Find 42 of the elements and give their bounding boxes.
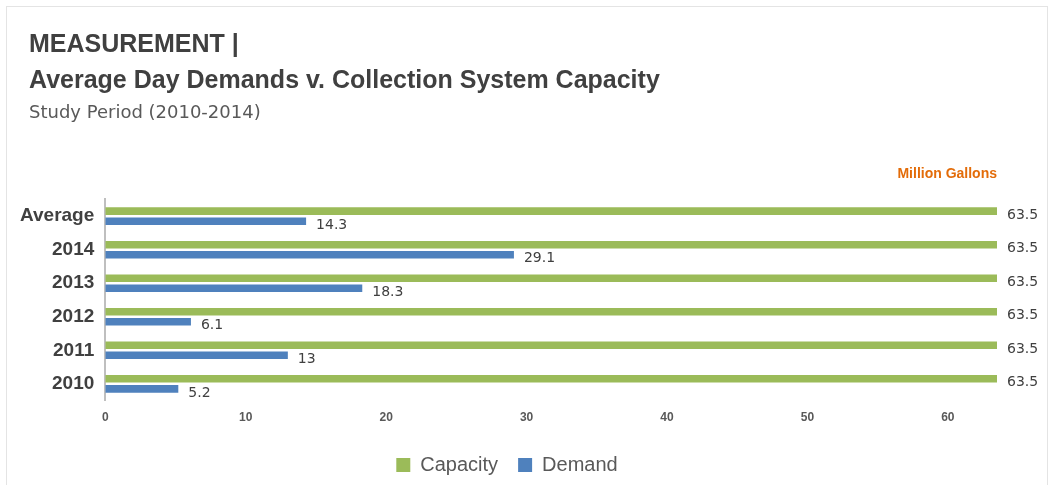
bar: [105, 375, 997, 383]
legend-label: Capacity: [420, 452, 499, 475]
y-tick-label: 2013: [52, 271, 95, 293]
data-label: 63.5: [1007, 306, 1039, 323]
data-label: 13: [297, 349, 316, 366]
y-tick-label: 2012: [52, 305, 95, 326]
data-label: 29.1: [523, 249, 556, 266]
bar: [105, 351, 288, 360]
bar: [105, 207, 997, 215]
data-label: 63.5: [1007, 373, 1039, 390]
bar: [105, 250, 514, 259]
bar: [105, 307, 997, 316]
y-tick-label: 2014: [52, 237, 95, 259]
data-label: 63.5: [1007, 205, 1039, 222]
bar: [105, 341, 997, 350]
y-tick-label: Average: [19, 204, 95, 226]
bar: [105, 274, 997, 282]
x-axis-title: Million Gallons: [897, 165, 997, 181]
x-tick-label: 10: [239, 410, 253, 425]
data-label: 18.3: [372, 282, 404, 299]
chart-subtitle: Study Period (2010-2014): [29, 101, 261, 122]
chart-title: MEASUREMENT | Average Day Demands v. Collection System Capacity: [29, 28, 660, 95]
x-tick-label: 0: [101, 410, 109, 425]
x-tick-label: 30: [519, 410, 534, 425]
x-tick-label: 40: [660, 410, 674, 425]
legend-label: Demand: [542, 452, 618, 475]
bar: [105, 385, 179, 393]
bar: [105, 217, 307, 225]
data-label: 63.5: [1007, 272, 1039, 289]
y-tick-label: 2010: [52, 372, 95, 394]
x-tick-label: 20: [379, 410, 394, 425]
data-label: 14.3: [316, 215, 348, 232]
bar: [105, 284, 363, 293]
x-tick-label: 50: [800, 410, 815, 425]
data-label: 5.2: [188, 383, 211, 400]
data-label: 6.1: [200, 316, 224, 333]
bar: [105, 318, 191, 326]
data-label: 63.5: [1007, 239, 1039, 256]
bar: [105, 240, 997, 249]
x-tick-label: 60: [941, 410, 955, 425]
y-tick-label: 2011: [53, 338, 95, 360]
data-label: 63.5: [1007, 339, 1039, 356]
